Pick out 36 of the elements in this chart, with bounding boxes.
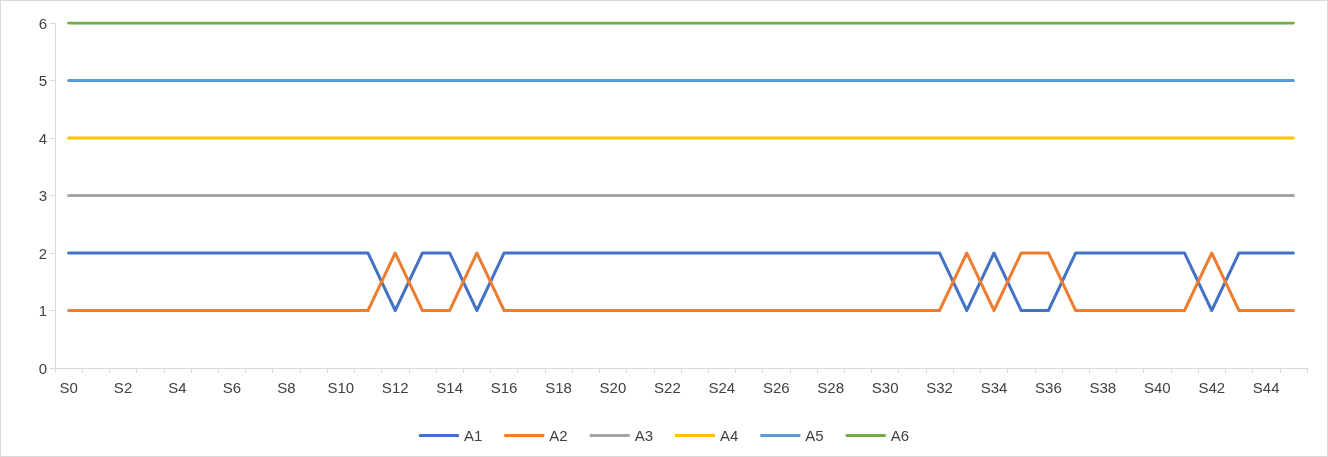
x-tick-label: S14 — [436, 379, 463, 396]
legend-label: A1 — [463, 427, 483, 444]
y-tick-label: 0 — [38, 359, 47, 377]
legend-label: A4 — [720, 427, 739, 444]
x-tick-label: S36 — [1035, 379, 1062, 396]
x-tick-label: S20 — [599, 379, 627, 396]
x-tick-label: S32 — [926, 379, 953, 396]
x-tick-label: S42 — [1198, 379, 1226, 396]
x-tick-label: S16 — [490, 379, 518, 396]
legend-label: A6 — [890, 427, 910, 444]
legend-label: A2 — [549, 427, 568, 444]
x-tick-label: S4 — [168, 379, 187, 396]
x-tick-label: S34 — [980, 379, 1008, 396]
legend-label: A3 — [634, 427, 654, 444]
x-tick-label: S22 — [654, 379, 681, 396]
x-tick-label: S30 — [871, 379, 899, 396]
x-tick-label: S8 — [277, 379, 296, 396]
x-tick-label: S44 — [1252, 379, 1280, 396]
y-tick-label: 1 — [38, 302, 47, 319]
x-tick-label: S6 — [222, 379, 242, 396]
x-tick-label: S10 — [327, 379, 355, 396]
legend-label: A5 — [805, 427, 824, 444]
y-tick-label: 4 — [38, 129, 47, 147]
x-tick-label: S2 — [113, 379, 133, 396]
x-tick-label: S28 — [817, 379, 845, 396]
x-tick-label: S26 — [762, 379, 790, 396]
x-tick-label: S24 — [708, 379, 736, 396]
x-tick-label: S40 — [1143, 379, 1171, 396]
x-tick-label: S38 — [1089, 379, 1117, 396]
y-tick-label: 2 — [38, 244, 47, 262]
x-tick-label: S12 — [381, 379, 409, 396]
y-tick-label: 3 — [38, 187, 47, 204]
y-tick-label: 5 — [38, 72, 47, 89]
y-tick-label: 6 — [38, 14, 47, 32]
x-tick-label: S0 — [59, 379, 78, 396]
x-tick-label: S18 — [545, 379, 572, 396]
